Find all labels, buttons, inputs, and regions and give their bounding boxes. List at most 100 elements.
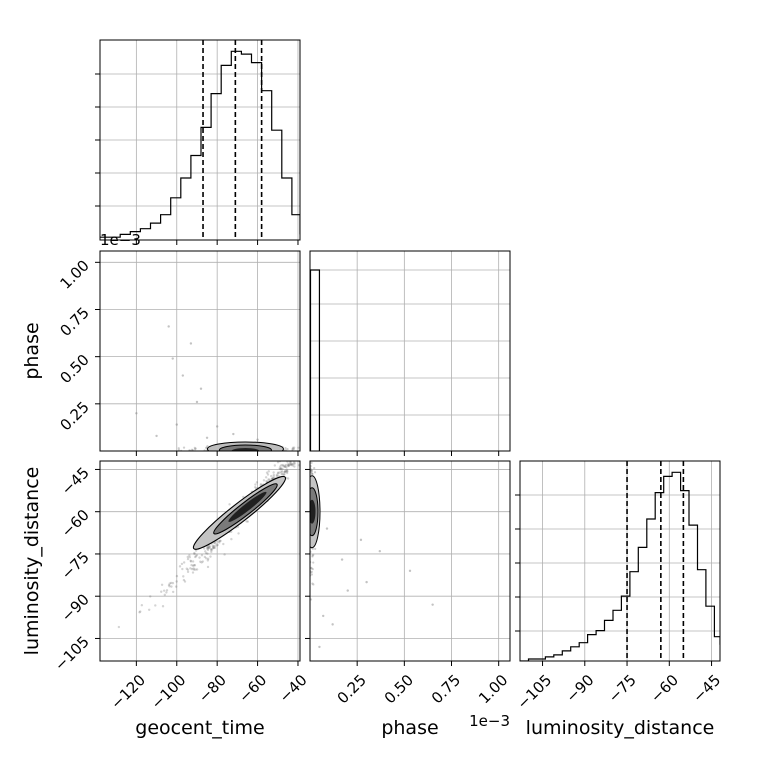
- panel-geocent-phase-ytick-label-0: 0.25: [56, 398, 92, 434]
- panel-lumdist-hist-frame: [519, 460, 721, 662]
- panel-geocent-lumdist-point: [272, 471, 275, 474]
- panel-geocent-lumdist-point: [306, 446, 308, 448]
- panel-geocent-lumdist-point: [286, 477, 290, 480]
- panel-geocent-phase-point: [284, 446, 287, 450]
- panel-geocent-lumdist-point: [192, 568, 196, 571]
- panel-geocent-lumdist-point: [303, 444, 305, 446]
- panel-geocent-lumdist-point: [171, 581, 175, 585]
- panel-geocent-lumdist-point: [192, 567, 195, 570]
- panel-geocent-lumdist-point: [293, 461, 296, 464]
- panel-geocent-lumdist-point: [285, 468, 289, 471]
- panel-geocent-phase-point: [190, 448, 194, 451]
- panel-geocent-lumdist-point: [283, 464, 286, 467]
- panel-geocent-lumdist-point: [182, 561, 186, 564]
- panel-geocent-lumdist-xtick-label-1: −100: [148, 671, 190, 713]
- panel-phase-lumdist-xtick-label-0: 0.25: [334, 671, 370, 707]
- panel-geocent-lumdist-point: [265, 471, 269, 474]
- panel-geocent-lumdist-point: [218, 541, 221, 544]
- panel-geocent-lumdist-point: [210, 550, 213, 554]
- panel-geocent-phase-point: [189, 342, 193, 345]
- panel-geocent-lumdist-point: [209, 545, 212, 548]
- panel-geocent-lumdist-point: [293, 458, 295, 460]
- panel-geocent-phase-point: [182, 446, 186, 449]
- panel-geocent-phase-background: [100, 251, 300, 451]
- panel-geocent-lumdist-point: [306, 447, 308, 449]
- panel-geocent-lumdist-point: [275, 474, 279, 478]
- panel-lumdist-hist-xtick-label-2: −75: [605, 671, 640, 706]
- panel-geocent-lumdist-point: [303, 443, 305, 445]
- panel-geocent-phase-point: [199, 387, 203, 390]
- panel-geocent-lumdist-point: [279, 465, 282, 468]
- panel-phase-hist-background: [310, 251, 510, 451]
- panel-geocent-lumdist-point: [154, 604, 157, 607]
- panel-geocent-lumdist-point: [203, 555, 207, 559]
- panel-geocent-lumdist-point: [189, 567, 192, 570]
- panel-phase-lumdist-point: [310, 468, 313, 472]
- panel-geocent-lumdist-point: [207, 546, 210, 549]
- panel-geocent-lumdist-point: [210, 548, 213, 552]
- panel-geocent-lumdist-point: [165, 591, 168, 594]
- panel-geocent-lumdist-point: [217, 540, 221, 543]
- panel-geocent-lumdist-point: [302, 440, 304, 442]
- panel-geocent-lumdist-point: [303, 450, 305, 452]
- panel-geocent-lumdist-point: [205, 552, 208, 555]
- panel-geocent-lumdist-point: [275, 473, 279, 477]
- panel-geocent-lumdist-density: [117, 440, 308, 629]
- panel-geocent-phase-point: [155, 434, 158, 438]
- panel-geocent-lumdist-point: [211, 544, 215, 547]
- panel-geocent-lumdist-point: [302, 453, 304, 455]
- panel-geocent-lumdist-point: [265, 479, 268, 483]
- panel-geocent-lumdist-point: [191, 564, 195, 568]
- panel-geocent-phase-point: [135, 412, 138, 415]
- panel-geocent-lumdist-point: [291, 462, 294, 466]
- panel-geocent-lumdist-point: [181, 567, 184, 571]
- axis-label-phase-y: phase: [21, 322, 43, 379]
- panel-geocent-lumdist-point: [279, 467, 282, 471]
- panel-phase-lumdist-contour-core: [310, 499, 316, 524]
- panel-geocent-phase-point: [305, 449, 307, 451]
- panel-phase-lumdist-point: [346, 589, 349, 592]
- panel-geocent-lumdist-point: [246, 520, 250, 523]
- panel-phase-lumdist-point: [311, 582, 314, 585]
- panel-phase-lumdist-point: [311, 555, 314, 558]
- panel-geocent-lumdist-point: [138, 611, 141, 614]
- panel-geocent-lumdist-point: [264, 476, 268, 479]
- panel-geocent-lumdist-point: [192, 563, 196, 567]
- panel-geocent-lumdist-point: [305, 454, 307, 456]
- panel-geocent-lumdist-point: [147, 608, 151, 611]
- panel-geocent-lumdist-point: [283, 470, 287, 474]
- panel-geocent-lumdist-point: [206, 552, 209, 555]
- panel-geocent-lumdist-point: [211, 546, 215, 550]
- panel-geocent-phase-point: [256, 438, 259, 441]
- panel-geocent-lumdist-point: [200, 561, 203, 564]
- panel-geocent-lumdist-point: [287, 464, 290, 467]
- panel-phase-lumdist-xtick-label-1: 0.50: [381, 671, 417, 707]
- panel-geocent-phase-point: [175, 423, 178, 426]
- panel-geocent-phase-ytick-label-2: 0.75: [56, 304, 92, 340]
- offset-label-phase-y: 1e−3: [100, 231, 141, 249]
- panel-phase-lumdist-point: [310, 598, 313, 601]
- panel-geocent-lumdist-point: [287, 458, 289, 460]
- panel-phase-lumdist-point: [310, 570, 313, 574]
- panel-phase-lumdist-point: [313, 466, 316, 470]
- panel-geocent-lumdist-point: [287, 464, 291, 467]
- offset-label-phase-x: 1e−3: [469, 712, 510, 730]
- panel-geocent-lumdist-point: [285, 470, 288, 473]
- panel-geocent-lumdist-point: [186, 555, 189, 559]
- panel-geocent-lumdist-point: [270, 477, 274, 481]
- panel-phase-lumdist-point: [310, 566, 313, 569]
- panel-geocent-lumdist-point: [281, 473, 284, 476]
- panel-phase-lumdist-density: [310, 461, 434, 649]
- panel-geocent-lumdist-point: [207, 545, 211, 548]
- panel-geocent-phase-point: [292, 447, 295, 451]
- panel-geocent-lumdist-point: [174, 585, 178, 588]
- panel-geocent-lumdist-point: [163, 593, 166, 597]
- panel-geocent-lumdist-point: [195, 553, 199, 557]
- panel-geocent-lumdist-point: [178, 565, 182, 568]
- panel-phase-lumdist-point: [378, 549, 382, 553]
- panel-geocent-lumdist-point: [117, 625, 121, 629]
- panel-geocent-lumdist-point: [218, 539, 222, 542]
- panel-geocent-lumdist-point: [276, 471, 280, 474]
- panel-geocent-lumdist-point: [304, 459, 306, 461]
- panel-geocent-lumdist-point: [208, 546, 211, 550]
